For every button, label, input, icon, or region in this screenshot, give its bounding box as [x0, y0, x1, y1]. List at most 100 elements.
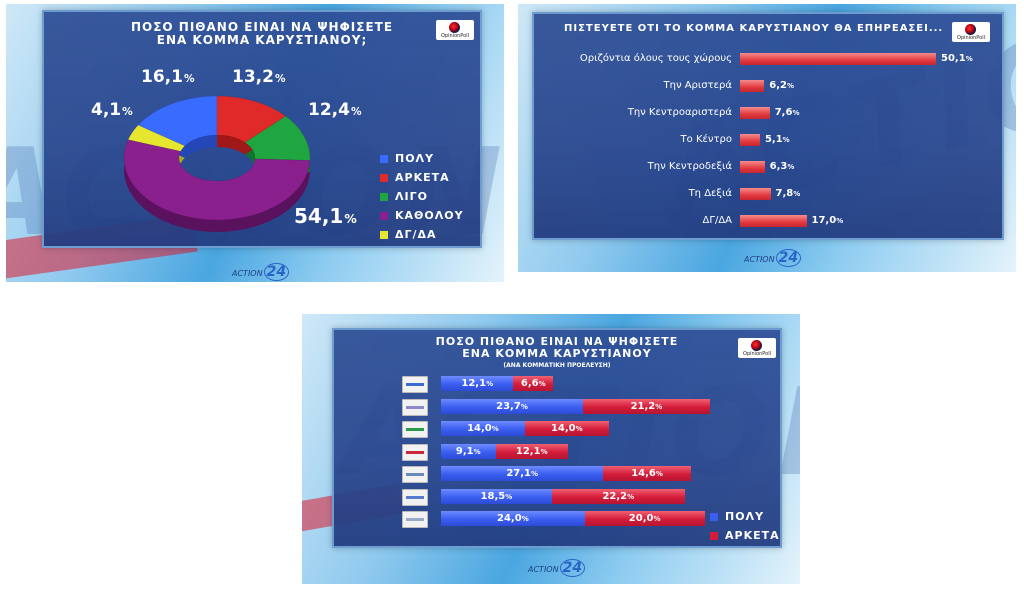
chart-screen: ΠΟΣΟ ΠΙΘΑΝΟ ΕΙΝΑΙ ΝΑ ΨΗΦΙΣΕΤΕ ΕΝΑ ΚΟΜΜΑ … [42, 10, 482, 248]
bar-value-label: 14,0% [467, 423, 499, 434]
bar-value-label: 21,2% [630, 400, 663, 412]
donut-slice-ΔΓ/ΔΑ [127, 124, 186, 152]
bar-value-label: 17,0% [811, 215, 844, 226]
panel-donut-chart: ACTION ΠΟΣΟ ΠΙΘΑΝΟ ΕΙΝΑΙ ΝΑ ΨΗΦΙΣΕΤΕ ΕΝΑ… [6, 4, 504, 282]
bar-value-label: 50,1% [941, 53, 973, 64]
bar-polu [441, 488, 552, 504]
chart-screen: ΠΙΣΤΕΥΕΤΕ ΟΤΙ ΤΟ ΚΟΜΜΑ ΚΑΡΥΣΤΙΑΝΟΥ ΘΑ ΕΠ… [532, 12, 1004, 240]
opinionpoll-logo: OpinionPoll [952, 22, 990, 42]
party-logo-icon [402, 421, 428, 438]
chart-screen: ΠΟΣΟ ΠΙΘΑΝΟ ΕΙΝΑΙ ΝΑ ΨΗΦΙΣΕΤΕ ΕΝΑ ΚΟΜΜΑ … [332, 328, 782, 548]
legend-swatch [380, 192, 388, 201]
legend-swatch [710, 531, 718, 540]
legend-item-ligo: ΛΙΓΟ [380, 190, 428, 203]
bar-value-label: 24,0% [497, 513, 529, 524]
category-label: Τη Δεξιά [688, 188, 732, 199]
legend-item-katholou: ΚΑΘΟΛΟΥ [380, 209, 464, 222]
bar-arketa [582, 398, 710, 414]
bar-arketa [603, 466, 691, 481]
bar-polu [441, 421, 525, 436]
bar-polu [441, 398, 583, 414]
donut-chart [123, 95, 311, 232]
donut-slice-ΛΙΓΟ [244, 115, 311, 161]
category-label: Την Κεντροαριστερά [627, 107, 732, 118]
category-label: Το Κέντρο [680, 134, 732, 145]
action24-logo: ACTION 24 [232, 263, 290, 281]
legend: ΠΟΛΥ ΑΡΚΕΤΑ [710, 510, 780, 546]
bar [740, 53, 936, 65]
bar-area: 50,1% 6,2% 7,6% 5,1% 6,3% 7,8% 17,0% [740, 14, 1002, 238]
donut-slice-ΑΡΚΕΤΑ [216, 95, 287, 143]
bar-value-label: 7,8% [775, 188, 801, 199]
bar [740, 107, 770, 119]
legend-swatch [710, 512, 718, 521]
bar-arketa [513, 376, 553, 391]
party-logo-icon [402, 376, 428, 393]
category-label: Την Κεντροδεξιά [647, 161, 732, 172]
bar-value-label: 20,0% [628, 513, 661, 524]
value-label-katholou: 54,1% [294, 204, 357, 228]
bar [740, 188, 771, 200]
party-logo-icon [402, 398, 428, 416]
donut-slice-ΠΟΛΥ [137, 95, 218, 147]
value-label-arketa: 13,2% [232, 67, 286, 87]
bar-value-label: 6,3% [769, 161, 795, 172]
bar-value-label: 22,2% [602, 490, 635, 502]
action24-logo: ACTION 24 [528, 559, 586, 577]
legend-swatch [380, 211, 388, 220]
value-label-polu: 16,1% [141, 67, 195, 87]
legend-swatch [380, 173, 388, 182]
bar-value-label: 14,6% [631, 468, 663, 479]
legend-item-polu: ΠΟΛΥ [380, 152, 434, 165]
bar-value-label: 9,1% [455, 445, 481, 457]
bar-value-label: 6,6% [520, 378, 546, 389]
bar-value-label: 12,1% [515, 445, 548, 457]
party-logo-icon [402, 466, 428, 483]
action24-logo: ACTION 24 [744, 249, 802, 267]
bar [740, 80, 765, 92]
value-label-dgda: 4,1% [91, 100, 133, 120]
bar-value-label: 7,6% [774, 107, 800, 118]
party-logo-icon [402, 488, 428, 506]
legend-item-arketa: ΑΡΚΕΤΑ [380, 171, 450, 184]
bar-polu [441, 466, 604, 481]
chart-title: ΠΟΣΟ ΠΙΘΑΝΟ ΕΙΝΑΙ ΝΑ ΨΗΦΙΣΕΤΕ ΕΝΑ ΚΟΜΜΑ … [435, 335, 679, 360]
party-logo-icon [402, 511, 428, 528]
panel-influence-chart: ACTION ΠΙΣΤΕΥΕΤΕ ΟΤΙ ΤΟ ΚΟΜΜΑ ΚΑΡΥΣΤΙΑΝΟ… [518, 4, 1016, 272]
bar-value-label: 14,0% [550, 423, 583, 434]
legend-swatch [380, 154, 388, 163]
panel-stacked-chart: ACTION ΠΟΣΟ ΠΙΘΑΝΟ ΕΙΝΑΙ ΝΑ ΨΗΦΙΣΕΤΕ ΕΝΑ… [302, 314, 800, 584]
legend-swatch [380, 230, 388, 239]
bar-value-label: 18,5% [480, 490, 513, 502]
opinionpoll-logo: OpinionPoll [436, 20, 474, 40]
legend: ΠΟΛΥ ΑΡΚΕΤΑ ΛΙΓΟ ΚΑΘΟΛΟΥ ΔΓ/ΔΑ [380, 152, 480, 252]
bar-value-label: 6,2% [769, 80, 794, 91]
bar-polu [441, 443, 496, 459]
bar [740, 161, 765, 173]
bar-polu [441, 376, 514, 391]
bar [740, 215, 807, 227]
chart-title: ΠΙΣΤΕΥΕΤΕ ΟΤΙ ΤΟ ΚΟΜΜΑ ΚΑΡΥΣΤΙΑΝΟΥ ΘΑ ΕΠ… [564, 23, 944, 34]
donut-slice-ΚΑΘΟΛΟΥ [123, 139, 311, 221]
chart-title: ΠΟΣΟ ΠΙΘΑΝΟ ΕΙΝΑΙ ΝΑ ΨΗΦΙΣΕΤΕ ΕΝΑ ΚΟΜΜΑ … [130, 20, 394, 47]
bar [740, 134, 760, 146]
legend-item-dgda: ΔΓ/ΔΑ [380, 228, 437, 241]
category-label: ΔΓ/ΔΑ [702, 215, 732, 226]
legend-item-arketa: ΑΡΚΕΤΑ [710, 529, 780, 542]
category-label: Την Αριστερά [663, 80, 733, 91]
bar-polu [441, 511, 585, 526]
bar-value-label: 5,1% [764, 134, 790, 145]
party-logo-icon [402, 443, 428, 461]
value-label-ligo: 12,4% [308, 100, 362, 120]
bar-value-label: 12,1% [461, 378, 494, 389]
opinionpoll-logo: OpinionPoll [738, 338, 776, 358]
bar-value-label: 27,1% [506, 468, 539, 479]
bar-arketa [551, 488, 685, 504]
bar-arketa [584, 511, 705, 526]
bar-arketa [495, 443, 568, 459]
stacked-bar-area: 12,1% 6,6% 23,7% 21,2% 14,0% 14,0% 9,1% 12,1% 27… [334, 330, 780, 546]
bar-value-label: 23,7% [496, 400, 528, 412]
bar-arketa [524, 421, 609, 436]
legend-item-polu: ΠΟΛΥ [710, 510, 764, 523]
category-label: Οριζόντια όλους τους χώρους [579, 53, 732, 64]
